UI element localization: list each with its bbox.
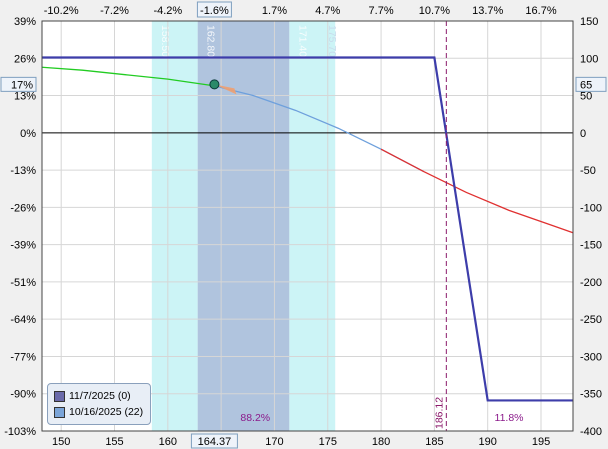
right-current-box — [575, 76, 607, 92]
series-line-current-left — [41, 66, 215, 87]
current-price-label: 164.37 — [198, 436, 232, 448]
left-tick-label: 13% — [14, 91, 36, 103]
top-tick-label: 10.7% — [419, 5, 450, 17]
breakeven-label: 186.12 — [433, 397, 445, 429]
right-tick-label: 50 — [580, 91, 592, 103]
x-tick-label: 160 — [159, 436, 177, 448]
band-label: 162.80 — [205, 25, 217, 57]
current-point-arrow — [214, 84, 237, 95]
right-tick-label: -400 — [580, 426, 602, 438]
left-tick-label: -77% — [10, 351, 36, 363]
band-label: 175.70 — [326, 25, 338, 57]
x-tick-label: 190 — [479, 436, 497, 448]
legend[interactable]: 11/7/2025 (0) 10/16/2025 (22) — [47, 383, 151, 425]
right-tick-label: -300 — [580, 351, 602, 363]
right-tick-label: 150 — [580, 16, 598, 28]
x-tick-label: 170 — [265, 436, 283, 448]
top-tick-label: 1.7% — [262, 5, 287, 17]
right-tick-label: -350 — [580, 389, 602, 401]
left-tick-label: 26% — [14, 53, 36, 65]
band-label: 171.40 — [296, 25, 308, 57]
top-tick-label: 16.7% — [525, 5, 556, 17]
right-tick-label: -200 — [580, 277, 602, 289]
legend-swatch-expiry — [54, 390, 65, 402]
series-line-current-right — [380, 148, 574, 234]
current-pct-box — [196, 1, 232, 18]
x-tick-label: 195 — [532, 436, 550, 448]
top-tick-label: -10.2% — [44, 5, 79, 17]
x-tick-label: 180 — [372, 436, 390, 448]
grid-lines — [42, 20, 573, 432]
right-current-label: 65 — [580, 79, 592, 91]
legend-label-expiry: 11/7/2025 (0) — [69, 390, 131, 402]
legend-item-current[interactable]: 10/16/2025 (22) — [54, 406, 143, 418]
plot-border — [41, 20, 574, 432]
current-price-box — [190, 433, 238, 449]
x-tick-label: 175 — [319, 436, 337, 448]
left-tick-label: 0% — [20, 128, 36, 140]
probability-label: 88.2% — [240, 412, 270, 424]
price-bands: 158.50 162.80 171.40 175.70 — [151, 21, 338, 431]
left-tick-label: -90% — [10, 389, 36, 401]
series-lines — [41, 56, 574, 402]
x-tick-label: 185 — [425, 436, 443, 448]
annotations: 186.12 88.2% 11.8% — [209, 21, 524, 431]
right-tick-label: 100 — [580, 53, 598, 65]
right-tick-label: -50 — [580, 165, 596, 177]
current-point-marker — [209, 79, 220, 90]
top-tick-label: -7.2% — [100, 5, 129, 17]
legend-swatch-current — [54, 406, 65, 418]
left-tick-label: -26% — [10, 202, 36, 214]
x-tick-label: 150 — [52, 436, 70, 448]
left-tick-label: -64% — [10, 314, 36, 326]
top-tick-label: 4.7% — [315, 5, 340, 17]
series-line-expiry — [42, 56, 573, 402]
price-band — [289, 21, 336, 431]
right-tick-label: -150 — [580, 240, 602, 252]
left-current-label: 17% — [11, 79, 33, 91]
band-label: 158.50 — [159, 25, 171, 57]
right-tick-label: -250 — [580, 314, 602, 326]
top-tick-label: -4.2% — [153, 5, 182, 17]
left-tick-label: -13% — [10, 165, 36, 177]
x-tick-label: 155 — [105, 436, 123, 448]
left-tick-label: -103% — [4, 426, 36, 438]
price-band — [151, 21, 198, 431]
right-tick-label: 0 — [580, 128, 586, 140]
left-tick-label: 39% — [14, 16, 36, 28]
probability-label: 11.8% — [495, 412, 524, 424]
left-tick-label: -51% — [10, 277, 36, 289]
top-tick-label: 13.7% — [472, 5, 503, 17]
left-tick-label: -39% — [10, 240, 36, 252]
legend-label-current: 10/16/2025 (22) — [69, 406, 144, 418]
top-tick-label: 7.7% — [369, 5, 394, 17]
legend-item-expiry[interactable]: 11/7/2025 (0) — [54, 390, 131, 402]
top-tick-label: -1.6% — [200, 5, 229, 17]
right-tick-label: -100 — [580, 202, 602, 214]
left-current-box — [0, 76, 37, 92]
